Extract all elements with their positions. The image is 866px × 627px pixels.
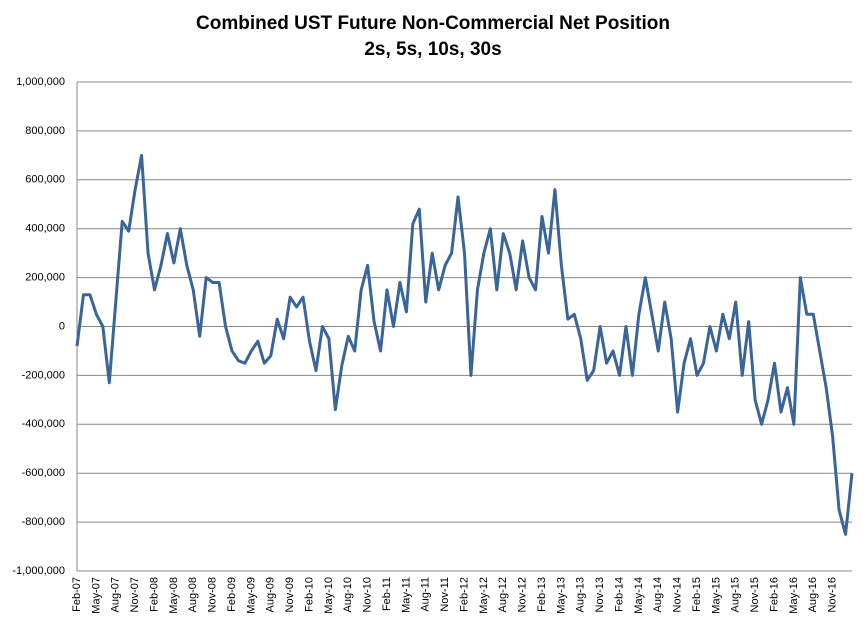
y-tick-label: -1,000,000 [12,565,65,577]
x-tick-label: May-08 [168,577,180,614]
x-tick-label: May-11 [400,577,412,613]
x-tick-label: May-13 [555,577,567,614]
y-tick-label: -800,000 [22,516,65,528]
x-tick-label: Nov-08 [207,577,219,612]
x-tick-label: Nov-13 [594,577,606,612]
x-tick-label: Nov-10 [362,577,374,612]
x-tick-label: Feb-16 [768,577,780,612]
y-tick-label: -400,000 [22,418,65,430]
x-tick-label: Feb-10 [303,577,315,612]
y-tick-label: 1,000,000 [16,76,65,88]
x-tick-label: Feb-14 [613,577,625,612]
y-tick-label: 0 [59,320,65,332]
x-tick-label: Aug-09 [265,577,277,612]
x-tick-label: Nov-16 [827,577,839,612]
x-tick-label: Feb-13 [536,577,548,612]
x-tick-label: Feb-15 [691,577,703,612]
y-tick-label: 800,000 [25,125,65,137]
x-tick-label: May-15 [710,577,722,614]
x-tick-label: May-12 [478,577,490,614]
chart-subtitle: 2s, 5s, 10s, 30s [364,39,501,60]
y-tick-label: -200,000 [22,369,65,381]
x-tick-label: Nov-11 [439,577,451,612]
x-tick-label: Nov-15 [749,577,761,612]
x-tick-label: Feb-12 [458,577,470,612]
y-tick-label: 400,000 [25,223,65,235]
x-tick-label: Aug-13 [575,577,587,612]
x-tick-label: May-09 [245,577,257,614]
x-tick-label: May-16 [788,577,800,614]
x-tick-label: Nov-07 [129,577,141,612]
x-tick-label: Aug-07 [110,577,122,612]
x-tick-label: Aug-11 [420,577,432,612]
line-series [75,153,854,536]
x-tick-label: Feb-11 [381,577,393,611]
x-tick-label: May-10 [323,577,335,614]
x-tick-label: May-14 [633,577,645,614]
x-tick-label: Nov-14 [672,577,684,612]
y-tick-label: 200,000 [25,272,65,284]
x-tick-label: Aug-15 [730,577,742,612]
x-tick-label: Aug-08 [187,577,199,612]
x-tick-label: May-07 [90,577,102,614]
x-tick-label: Nov-09 [284,577,296,612]
y-tick-label: -600,000 [22,467,65,479]
x-tick-label: Aug-10 [342,577,354,612]
x-tick-label: Aug-12 [497,577,509,612]
x-tick-label: Nov-12 [517,577,529,612]
chart-title: Combined UST Future Non-Commercial Net P… [196,13,670,34]
x-tick-label: Aug-16 [807,577,819,612]
x-tick-label: Feb-08 [148,577,160,612]
y-tick-label: 600,000 [25,174,65,186]
x-tick-label: Feb-07 [71,577,83,612]
x-tick-label: Feb-09 [226,577,238,612]
x-tick-label: Aug-14 [652,577,664,612]
